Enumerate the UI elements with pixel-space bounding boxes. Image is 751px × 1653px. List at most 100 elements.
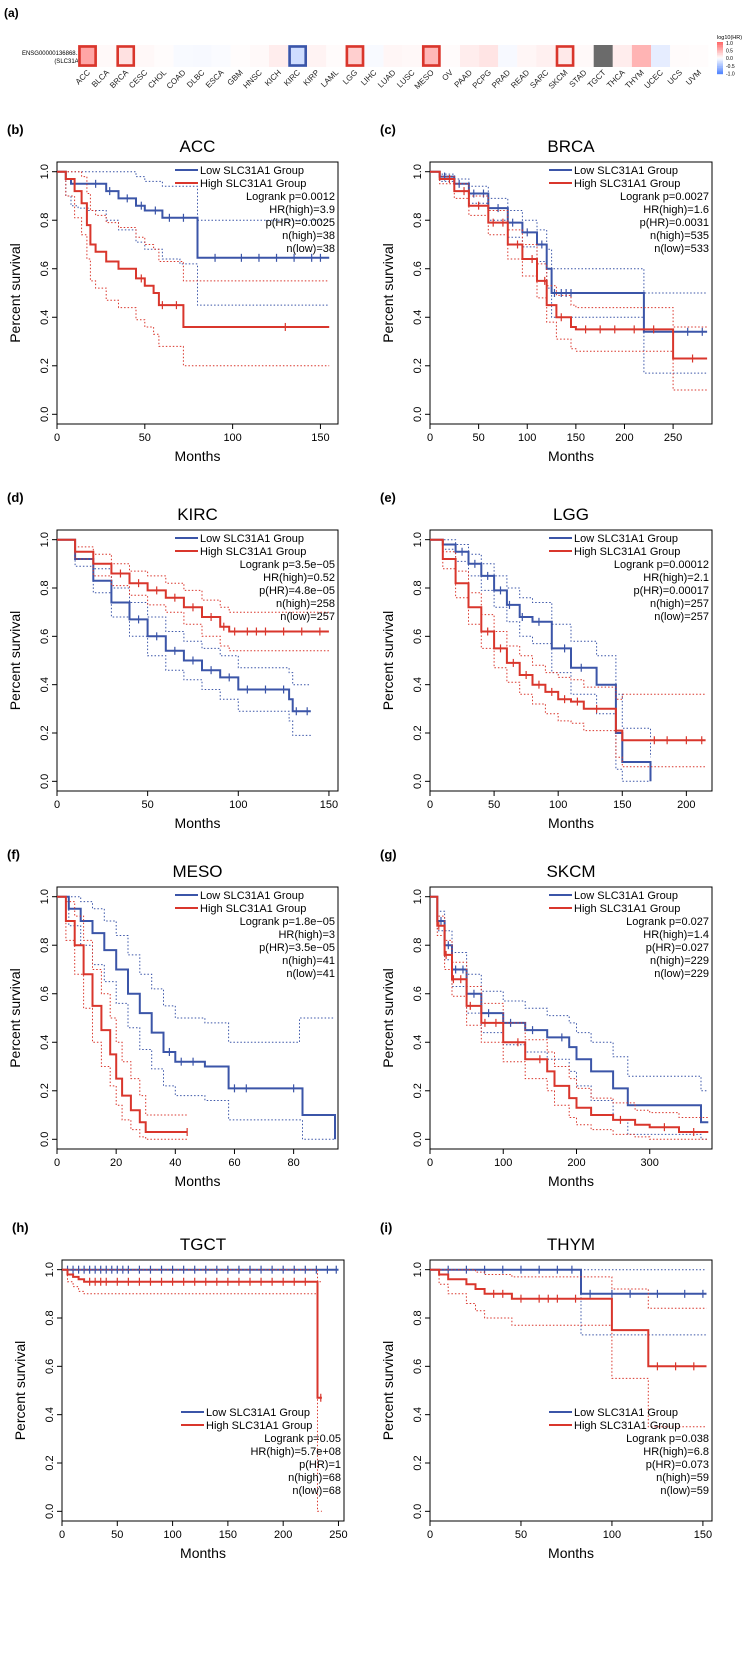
x-tick-label: 200	[567, 1157, 585, 1169]
x-axis-label: Months	[180, 1545, 226, 1561]
legend-ticks: 1.0 0.50.0 -0.5-1.0	[726, 41, 735, 77]
plot-frame	[56, 886, 339, 1150]
panel-kirc: (d) KIRC 0.0 0.2 0.4 0.6 0.8 1.0 0 50 100 150 Months…	[7, 490, 339, 831]
legend-stat: p(HR)=4.8e−05	[259, 585, 335, 597]
heatmap-cells	[78, 45, 709, 67]
legend-swatch	[717, 50, 723, 52]
heatmap-label-paad: PAAD	[453, 68, 475, 90]
heatmap-cell-esca	[211, 45, 231, 67]
ci-lower-high	[57, 896, 188, 1140]
y-tick-label: 1.0	[39, 889, 51, 904]
heatmap-label-laml: LAML	[319, 68, 341, 90]
x-axis-label: Months	[175, 448, 221, 464]
panel-title: LGG	[553, 505, 589, 524]
legend-stat: HR(high)=6.8	[643, 1446, 709, 1458]
legend-stat: p(HR)=0.0031	[640, 217, 709, 229]
legend-swatch	[717, 64, 723, 67]
legend-stat: p(HR)=0.027	[646, 942, 709, 954]
panel-label: (b)	[7, 122, 24, 137]
x-axis-label: Months	[548, 815, 594, 831]
heatmap-label-kirc: KIRC	[282, 68, 302, 88]
ci-lower-high	[430, 539, 706, 768]
x-tick-label: 100	[163, 1529, 181, 1541]
panel-label: (d)	[7, 490, 24, 505]
y-tick-label: 1.0	[44, 1262, 56, 1277]
legend-stat: n(low)=257	[654, 611, 709, 623]
legend-swatch	[717, 58, 723, 60]
y-tick-label: 0.8	[412, 938, 424, 953]
survival-curve-low	[430, 1268, 707, 1295]
heatmap-label-skcm: SKCM	[547, 68, 570, 91]
survival-curve-low	[57, 538, 311, 713]
panel-lgg: (e) LGG 0.0 0.2 0.4 0.6 0.8 1.0 0 50 100 150 200 Mont…	[380, 490, 713, 831]
heatmap-cell-ucs	[670, 45, 690, 67]
legend-swatch	[717, 48, 723, 51]
heatmap-label-ov: OV	[440, 68, 455, 83]
y-tick-label: 0.8	[412, 580, 424, 595]
legend-high-group: High SLC31A1 Group	[574, 178, 680, 190]
legend-swatch	[717, 59, 723, 62]
heatmap-label-kirp: KIRP	[302, 68, 322, 88]
panel-label: (e)	[380, 490, 396, 505]
panel-title: BRCA	[547, 137, 595, 156]
heatmap-cell-uvm	[689, 45, 709, 67]
heatmap-label-meso: MESO	[413, 68, 436, 91]
x-tick-label: 200	[274, 1529, 292, 1541]
y-axis-label: Percent survival	[7, 611, 23, 711]
heatmap-significant-box-skcm	[555, 45, 575, 67]
y-tick-label: 0.0	[412, 1504, 424, 1519]
survival-curve-high	[430, 1268, 707, 1368]
y-tick-label: 0.6	[412, 986, 424, 1001]
legend-swatch	[717, 54, 723, 57]
x-tick-label: 100	[603, 1529, 621, 1541]
legend-stat: Logrank p=3.5e−05	[240, 559, 335, 571]
legend-swatch	[717, 69, 723, 71]
legend-stat: p(HR)=3.5e−05	[259, 942, 335, 954]
y-tick-label: 0.0	[412, 407, 424, 422]
x-tick-label: 0	[59, 1529, 65, 1541]
heatmap-cell-stad	[574, 45, 594, 67]
heatmap-label-lgg: LGG	[341, 68, 359, 86]
gene-label-line2: (SLC31A1)	[54, 59, 84, 65]
heatmap-label-chol: CHOL	[146, 68, 168, 90]
x-axis-label: Months	[175, 815, 221, 831]
legend-high-group: High SLC31A1 Group	[200, 546, 306, 558]
ci-lower-low	[430, 539, 651, 782]
ci-lower-high	[430, 1269, 707, 1428]
heatmap-cell-gbm	[230, 45, 250, 67]
legend-high-group: High SLC31A1 Group	[200, 903, 306, 915]
heatmap-cell-brca	[116, 45, 136, 67]
heatmap-cell-luad	[383, 45, 403, 67]
heatmap-significant-box-meso	[421, 45, 441, 67]
plot-frame	[61, 1259, 345, 1522]
x-tick-label: 300	[641, 1157, 659, 1169]
legend-stat: Logrank p=0.05	[264, 1433, 341, 1445]
ci-lower-low	[57, 171, 330, 306]
x-tick-label: 0	[54, 432, 60, 444]
heatmap-label-read: READ	[509, 68, 531, 90]
panel-thym: (i) THYM 0.0 0.2 0.4 0.6 0.8 1.0 0 50 100 150 Months…	[380, 1220, 713, 1561]
heatmap-cell-dlbc	[192, 45, 212, 67]
y-tick-label: 0.2	[39, 358, 51, 373]
legend-stat: n(high)=258	[276, 598, 335, 610]
heatmap-label-thca: THCA	[605, 68, 627, 90]
heatmap-label-sarc: SARC	[528, 68, 550, 90]
ci-lower-high	[430, 896, 709, 1140]
legend-stat: Logrank p=0.0012	[246, 191, 335, 203]
y-tick-label: 0.4	[412, 1407, 424, 1422]
panel-label: (i)	[380, 1220, 392, 1235]
y-tick-label: 0.0	[44, 1504, 56, 1519]
y-tick-label: 0.0	[39, 774, 51, 789]
legend-swatch	[717, 45, 723, 47]
y-axis-label: Percent survival	[12, 1341, 28, 1441]
y-tick-label: 0.8	[44, 1310, 56, 1325]
x-tick-label: 150	[567, 432, 585, 444]
y-axis-label: Percent survival	[380, 611, 396, 711]
heatmap-cell-meso	[421, 45, 441, 67]
legend-swatch	[717, 51, 723, 54]
ci-upper-low	[57, 539, 311, 686]
